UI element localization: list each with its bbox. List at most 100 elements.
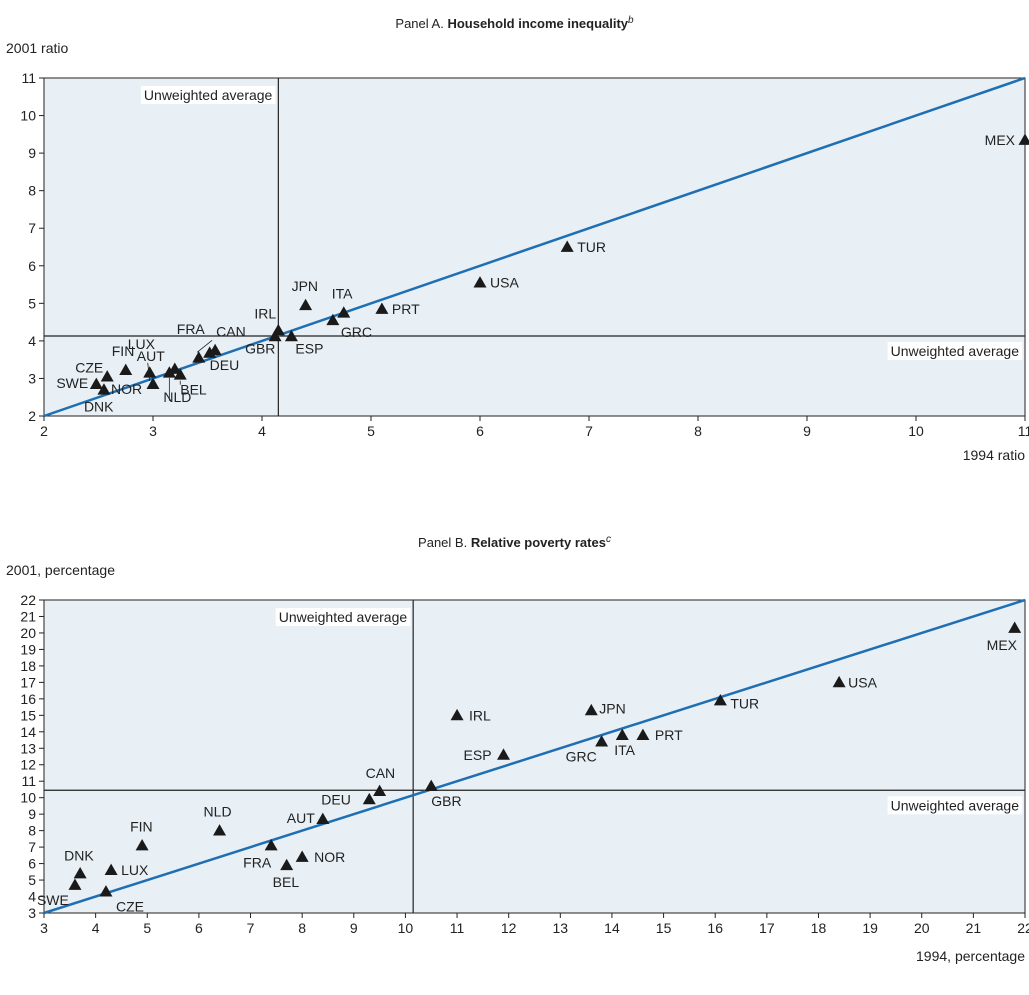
chart-b-ytick-label: 12 [20, 757, 36, 773]
chart-b-point-label-fra: FRA [243, 854, 272, 870]
chart-b-xtick-label: 20 [914, 920, 930, 936]
chart-a-point-label-nld: NLD [163, 389, 191, 405]
panel-b-chart: Panel B. Relative poverty ratesc 2001, pe… [6, 534, 1029, 964]
chart-a-ylabel: 2001 ratio [6, 40, 68, 56]
chart-b-title: Panel B. Relative poverty ratesc [418, 534, 611, 550]
chart-b-point-label-nld: NLD [204, 804, 232, 820]
chart-b-average-x-label: Unweighted average [279, 609, 408, 625]
chart-a-ytick-label: 4 [28, 333, 36, 349]
chart-b-ytick-label: 7 [28, 839, 36, 855]
chart-b-xtick-label: 21 [966, 920, 982, 936]
chart-a-xtick-label: 11 [1018, 423, 1029, 439]
chart-b-point-label-dnk: DNK [64, 847, 94, 863]
chart-b-point-label-jpn: JPN [599, 700, 625, 716]
chart-a-point-label-swe: SWE [56, 375, 88, 391]
chart-b-xtick-label: 7 [247, 920, 255, 936]
chart-b-point-label-bel: BEL [273, 874, 300, 890]
chart-a-xtick-label: 5 [367, 423, 375, 439]
chart-b-ylabel: 2001, percentage [6, 562, 115, 578]
chart-b-xtick-label: 6 [195, 920, 203, 936]
chart-a-point-label-usa: USA [490, 275, 519, 291]
chart-b-xtick-label: 16 [707, 920, 723, 936]
chart-b-point-label-tur: TUR [730, 695, 759, 711]
chart-b-point-label-ita: ITA [614, 742, 635, 758]
chart-a-point-label-mex: MEX [985, 132, 1016, 148]
chart-b-ytick-label: 19 [20, 641, 36, 657]
chart-b-point-label-lux: LUX [121, 862, 149, 878]
chart-a-title: Panel A. Household income inequalityb [395, 15, 634, 31]
chart-b-point-label-cze: CZE [116, 899, 144, 915]
chart-b-ytick-label: 22 [20, 592, 36, 608]
chart-a-point-label-tur: TUR [577, 239, 606, 255]
chart-b-ytick-label: 20 [20, 625, 36, 641]
chart-b-xlabel: 1994, percentage [916, 948, 1025, 964]
chart-b-xtick-label: 14 [604, 920, 620, 936]
chart-b-xtick-label: 11 [450, 920, 465, 936]
chart-a-xtick-label: 8 [694, 423, 702, 439]
chart-b-point-label-mex: MEX [987, 637, 1018, 653]
chart-a-point-label-grc: GRC [341, 324, 372, 340]
chart-b-xtick-label: 13 [553, 920, 569, 936]
chart-b-ytick-label: 21 [20, 608, 36, 624]
chart-a-xtick-label: 3 [149, 423, 157, 439]
chart-a-ytick-label: 6 [28, 258, 36, 274]
panel-a-chart: Panel A. Household income inequalityb 200… [6, 15, 1029, 463]
chart-a-xtick-label: 4 [258, 423, 266, 439]
chart-a-ytick-label: 8 [28, 183, 36, 199]
chart-a-xtick-label: 6 [476, 423, 484, 439]
chart-b-xtick-label: 12 [501, 920, 517, 936]
chart-b-ytick-label: 4 [28, 889, 36, 905]
chart-b-ytick-label: 13 [20, 740, 36, 756]
chart-b-point-label-swe: SWE [37, 892, 69, 908]
chart-a-ytick-label: 2 [28, 408, 36, 424]
chart-b-point-label-gbr: GBR [431, 793, 461, 809]
chart-b-xtick-label: 4 [92, 920, 100, 936]
chart-a-ytick-label: 11 [21, 70, 36, 86]
chart-b-ytick-label: 10 [20, 790, 36, 806]
chart-b-xtick-label: 22 [1017, 920, 1029, 936]
chart-b-point-label-nor: NOR [314, 849, 345, 865]
chart-a-ytick-label: 7 [28, 220, 36, 236]
chart-b-point-label-usa: USA [848, 674, 877, 690]
chart-b-point-label-aut: AUT [287, 810, 315, 826]
chart-b-xtick-label: 8 [298, 920, 306, 936]
chart-a-point-label-irl: IRL [254, 305, 276, 321]
chart-a-point-label-esp: ESP [295, 340, 323, 356]
chart-a-xtick-label: 2 [40, 423, 48, 439]
chart-a-point-label-nor: NOR [111, 381, 142, 397]
chart-b-ytick-label: 6 [28, 856, 36, 872]
chart-b-ytick-label: 9 [28, 806, 36, 822]
chart-a-point-label-can: CAN [216, 323, 246, 339]
chart-a-xtick-label: 7 [585, 423, 593, 439]
chart-a-point-label-cze: CZE [75, 360, 103, 376]
chart-b-point-label-fin: FIN [130, 818, 153, 834]
chart-b-point-label-deu: DEU [321, 791, 351, 807]
chart-a-ytick-label: 10 [20, 108, 36, 124]
chart-b-ytick-label: 8 [28, 823, 36, 839]
chart-a-point-label-fra: FRA [177, 321, 206, 337]
chart-a-ytick-label: 3 [28, 370, 36, 386]
chart-a-point-label-dnk: DNK [84, 399, 114, 415]
chart-b-xtick-label: 19 [862, 920, 878, 936]
chart-b-ytick-label: 16 [20, 691, 36, 707]
chart-b-point-label-can: CAN [366, 765, 396, 781]
chart-b-xtick-label: 18 [811, 920, 827, 936]
chart-b-ytick-label: 15 [20, 707, 36, 723]
chart-b-ytick-label: 17 [20, 674, 36, 690]
chart-a-xtick-label: 10 [908, 423, 924, 439]
chart-b-point-label-grc: GRC [566, 749, 597, 765]
chart-b-ytick-label: 18 [20, 658, 36, 674]
chart-b-xtick-label: 5 [143, 920, 151, 936]
chart-a-point-label-deu: DEU [210, 357, 240, 373]
chart-a-xtick-label: 9 [803, 423, 811, 439]
chart-b-average-y-label: Unweighted average [891, 797, 1020, 813]
chart-b-xtick-label: 10 [398, 920, 414, 936]
chart-b-ytick-label: 14 [20, 724, 36, 740]
chart-b-xtick-label: 3 [40, 920, 48, 936]
chart-b-ytick-label: 11 [21, 773, 36, 789]
chart-a-average-x-label: Unweighted average [144, 87, 273, 103]
chart-b-ytick-label: 5 [28, 872, 36, 888]
chart-a-ytick-label: 5 [28, 295, 36, 311]
chart-a-point-label-gbr: GBR [245, 340, 275, 356]
